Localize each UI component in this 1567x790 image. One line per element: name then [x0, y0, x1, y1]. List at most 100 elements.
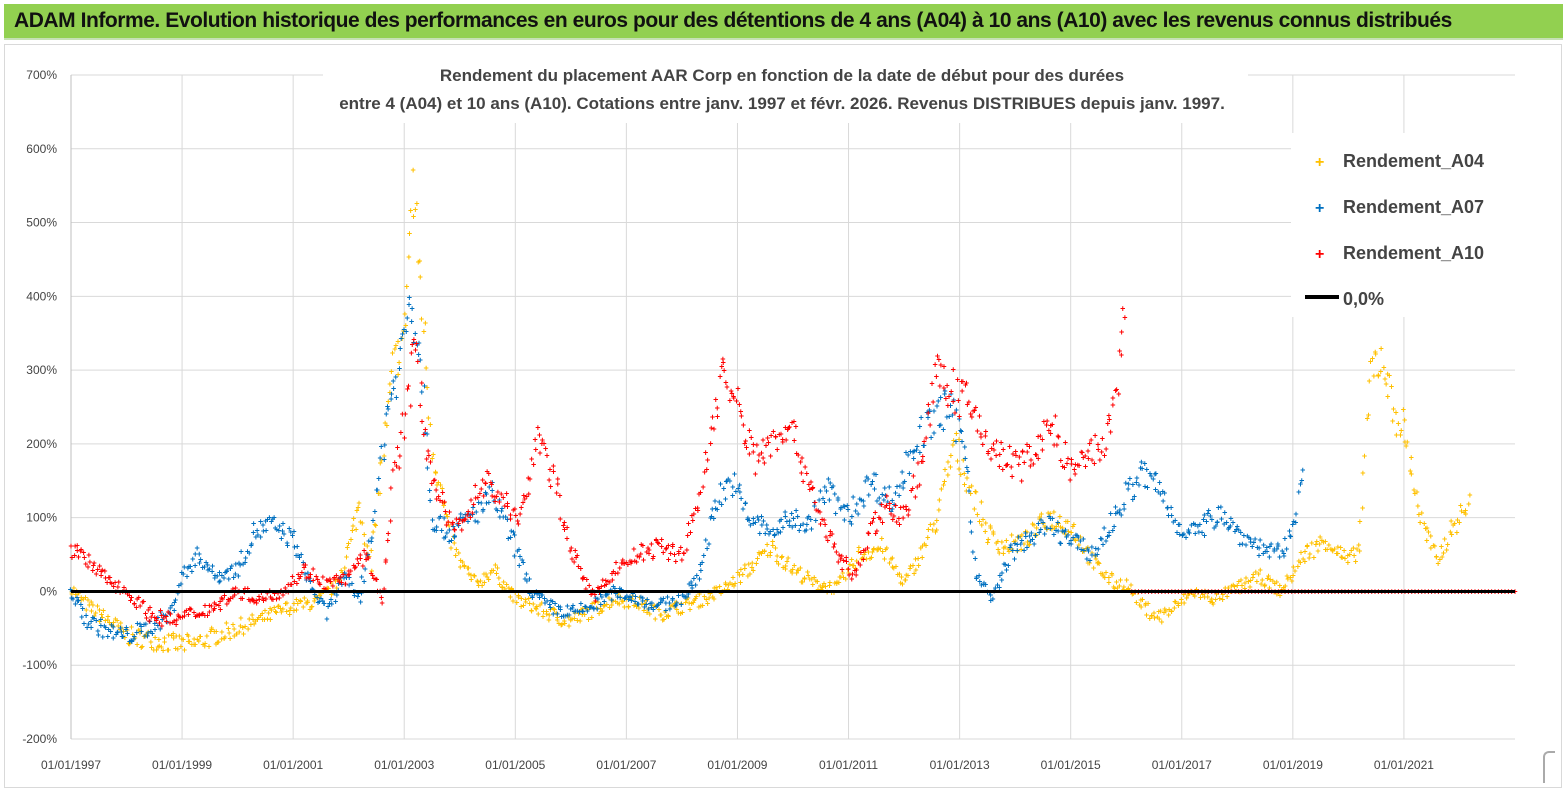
point-a04: + [850, 561, 855, 571]
point-a10: + [649, 539, 654, 549]
point-a10: + [99, 567, 104, 577]
point-a04: + [1463, 509, 1468, 519]
point-a07: + [642, 602, 647, 612]
point-a07: + [1130, 480, 1135, 490]
point-a04: + [696, 602, 701, 612]
point-a04: + [76, 588, 81, 598]
point-a10: + [1089, 455, 1094, 465]
point-a07: + [944, 412, 949, 422]
point-a04: + [788, 566, 793, 576]
point-a10: + [226, 594, 231, 604]
point-a07: + [861, 496, 866, 506]
point-a07: + [152, 619, 157, 629]
point-a07: + [603, 590, 608, 600]
x-tick-label: 01/01/2007 [596, 758, 656, 772]
point-a10: + [360, 561, 365, 571]
point-a07: + [416, 349, 421, 359]
point-a10: + [355, 554, 360, 564]
point-a10: + [304, 573, 309, 583]
point-a07: + [1186, 527, 1191, 537]
point-a10: + [888, 509, 893, 519]
point-a10: + [943, 393, 948, 403]
point-a07: + [1287, 531, 1292, 541]
point-a10: + [941, 383, 946, 393]
point-a07: + [818, 486, 823, 496]
point-a07: + [721, 484, 726, 494]
point-a07: + [80, 604, 85, 614]
point-a04: + [1370, 353, 1375, 363]
subtitle-background [323, 57, 1248, 123]
point-a07: + [866, 474, 871, 484]
point-a10: + [508, 514, 513, 524]
point-a07: + [1158, 489, 1163, 499]
point-a04: + [1289, 576, 1294, 586]
point-a04: + [776, 559, 781, 569]
point-a04: + [1076, 540, 1081, 550]
point-a04: + [157, 641, 162, 651]
point-a07: + [1165, 502, 1170, 512]
point-a04: + [126, 638, 131, 648]
point-a10: + [666, 540, 671, 550]
point-a04: + [951, 436, 956, 446]
point-a10: + [109, 578, 114, 588]
point-a10: + [708, 439, 713, 449]
point-a10: + [426, 450, 431, 460]
point-a07: + [851, 492, 856, 502]
point-a10: + [703, 448, 708, 458]
point-a10: + [547, 475, 552, 485]
point-a04: + [497, 580, 502, 590]
point-a04: + [501, 577, 506, 587]
point-a04: + [702, 592, 707, 602]
point-a07: + [341, 573, 346, 583]
point-a10: + [913, 492, 918, 502]
point-a10: + [365, 553, 370, 563]
point-a10: + [810, 483, 815, 493]
point-a04: + [652, 601, 657, 611]
point-a07: + [311, 585, 316, 595]
point-a07: + [202, 562, 207, 572]
point-a04: + [805, 567, 810, 577]
point-a07: + [458, 509, 463, 519]
point-a10: + [370, 571, 375, 581]
point-a07: + [983, 579, 988, 589]
point-a07: + [1123, 478, 1128, 488]
point-a10: + [512, 504, 517, 514]
point-a04: + [406, 252, 411, 262]
point-a04: + [738, 565, 743, 575]
point-a04: + [232, 631, 237, 641]
point-a04: + [784, 556, 789, 566]
point-a07: + [929, 433, 934, 443]
point-a07: + [644, 599, 649, 609]
point-a04: + [1304, 542, 1309, 552]
point-a04: + [1131, 588, 1136, 598]
point-a10: + [508, 510, 513, 520]
point-a04: + [617, 599, 622, 609]
point-a10: + [731, 393, 736, 403]
point-a07: + [374, 485, 379, 495]
point-a10: + [951, 396, 956, 406]
point-a07: + [889, 506, 894, 516]
point-a04: + [1338, 543, 1343, 553]
point-a07: + [447, 536, 452, 546]
point-a04: + [1434, 552, 1439, 562]
point-a10: + [299, 567, 304, 577]
point-a07: + [1073, 530, 1078, 540]
point-a04: + [295, 599, 300, 609]
point-a04: + [705, 598, 710, 608]
point-a04: + [119, 623, 124, 633]
point-a04: + [585, 605, 590, 615]
point-a07: + [280, 526, 285, 536]
point-a10: + [876, 513, 881, 523]
point-a04: + [1072, 534, 1077, 544]
point-a07: + [442, 513, 447, 523]
point-a07: + [1151, 474, 1156, 484]
point-a07: + [838, 504, 843, 514]
point-a04: + [884, 543, 889, 553]
point-a04: + [662, 607, 667, 617]
point-a07: + [1055, 526, 1060, 536]
point-a07: + [981, 579, 986, 589]
point-a07: + [686, 589, 691, 599]
point-a04: + [639, 599, 644, 609]
point-a04: + [476, 581, 481, 591]
point-a10: + [711, 424, 716, 434]
